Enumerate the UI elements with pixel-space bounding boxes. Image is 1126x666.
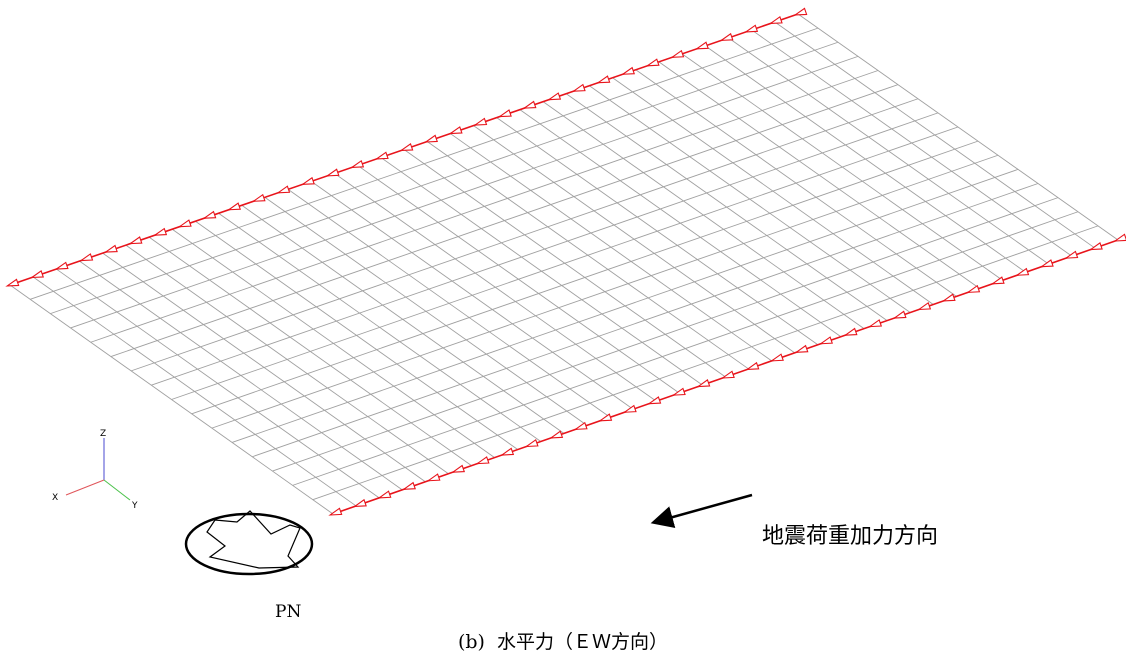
load-arrowhead: [448, 126, 463, 135]
load-arrowhead: [867, 319, 883, 328]
load-arrowhead: [745, 361, 760, 371]
load-arrowhead: [177, 219, 192, 228]
load-arrowhead: [671, 387, 686, 396]
load-arrowhead: [226, 202, 241, 211]
load-arrowhead: [423, 134, 438, 143]
load-arrowhead: [374, 151, 389, 160]
load-arrowhead: [1088, 242, 1103, 251]
load-arrowhead: [794, 344, 809, 353]
load-arrowhead: [202, 210, 217, 219]
mesh-line: [151, 112, 939, 386]
load-arrowhead: [793, 7, 808, 16]
load-arrowhead: [547, 92, 562, 101]
load-arrowhead: [769, 353, 784, 362]
x-axis-line: [65, 479, 105, 496]
load-arrowhead: [475, 456, 490, 465]
load-arrowhead: [328, 507, 343, 516]
load-arrowhead: [300, 176, 315, 185]
load-arrowhead: [500, 447, 515, 456]
load-arrowhead: [1015, 267, 1030, 276]
mesh-line: [211, 154, 999, 429]
load-arrowhead: [596, 75, 611, 84]
load-arrowhead: [426, 473, 441, 482]
load-arrowhead: [549, 430, 564, 439]
load-arrowhead: [645, 58, 660, 67]
load-arrowhead: [990, 276, 1005, 285]
load-arrowhead: [350, 159, 365, 169]
mesh-line: [292, 211, 1079, 486]
load-arrowhead: [1039, 259, 1054, 268]
load-arrowhead: [941, 293, 956, 302]
mesh-line: [30, 27, 819, 300]
mesh-line: [110, 84, 899, 357]
mesh-line: [70, 55, 859, 329]
load-arrowhead: [54, 261, 69, 270]
load-arrowhead: [128, 236, 143, 245]
mesh-line: [191, 140, 979, 415]
y-axis-label: Y: [131, 501, 138, 511]
fe-mesh-grid: [9, 13, 1119, 515]
mesh-line: [171, 126, 959, 400]
mesh-line: [272, 197, 1059, 472]
load-arrowhead: [573, 421, 588, 431]
plan-symbol-label: PN: [275, 602, 301, 622]
load-arrowhead: [843, 327, 858, 336]
load-arrowhead: [720, 370, 735, 379]
load-arrowhead: [153, 227, 168, 236]
axis-triad: Z X Y: [52, 429, 138, 511]
load-arrowhead: [892, 310, 907, 319]
load-arrowhead: [29, 270, 44, 279]
load-arrowhead: [497, 109, 512, 118]
load-arrowhead: [696, 379, 711, 388]
load-arrowhead: [399, 143, 414, 152]
load-arrowhead: [352, 498, 367, 508]
load-arrowhead: [401, 481, 416, 490]
mesh-line: [312, 225, 1099, 501]
load-arrowhead: [251, 193, 266, 202]
load-arrowhead: [744, 24, 759, 33]
load-arrowhead: [103, 244, 118, 253]
load-arrowhead: [598, 413, 613, 422]
load-arrowhead: [966, 284, 981, 294]
load-arrowhead: [670, 49, 685, 58]
load-arrows: [5, 7, 1126, 516]
x-axis-label: X: [52, 493, 58, 503]
load-arrowhead: [694, 41, 709, 50]
load-arrowhead: [5, 278, 20, 287]
load-arrowhead: [325, 168, 340, 177]
load-arrowhead: [524, 438, 539, 448]
load-arrowhead: [719, 32, 734, 42]
load-arrowhead: [622, 404, 637, 413]
load-arrowhead: [1113, 233, 1126, 242]
y-axis-line: [103, 479, 131, 501]
z-axis-label: Z: [100, 429, 106, 439]
load-arrowhead: [917, 301, 932, 311]
load-arrowhead: [450, 464, 466, 473]
load-arrowhead: [571, 83, 586, 92]
load-arrowhead: [647, 396, 662, 405]
load-direction-arrow: [650, 493, 753, 529]
mesh-line: [231, 168, 1019, 443]
mesh-line: [50, 41, 839, 315]
load-arrowhead: [522, 100, 537, 109]
load-arrowhead: [620, 66, 635, 75]
mesh-line: [252, 183, 1039, 458]
mesh-line: [130, 98, 919, 372]
figure-caption: (b) 水平力（ＥＷ方向）: [458, 631, 668, 653]
mesh-line: [90, 70, 879, 343]
load-arrowhead: [377, 490, 392, 499]
load-direction-label: 地震荷重加力方向: [762, 524, 938, 549]
load-arrowhead: [473, 117, 488, 126]
load-arrowhead: [276, 185, 291, 194]
load-arrowhead: [1064, 250, 1079, 259]
load-arrowhead: [79, 253, 94, 262]
plan-north-icon: [184, 510, 314, 576]
load-arrowhead: [768, 15, 783, 25]
load-arrowhead: [818, 336, 833, 345]
